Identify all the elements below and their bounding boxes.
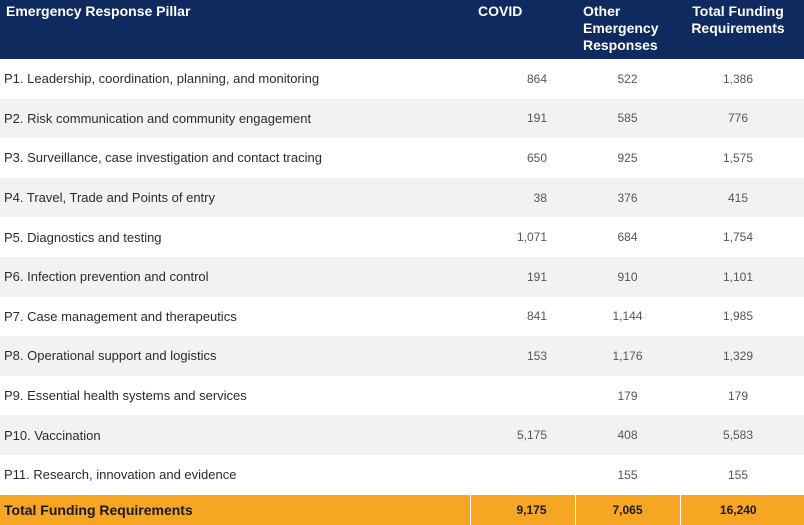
covid-cell: 153 [526,348,547,363]
table-row: P9. Essential health systems and service… [0,375,804,416]
table-row: P7. Case management and therapeutics 841 1… [0,296,804,337]
other-cell: 1,144 [612,309,643,324]
table-row: P1. Leadership, coordination, planning, … [0,59,804,99]
total-cell: 1,985 [722,309,754,324]
covid-cell: 841 [526,309,547,324]
covid-cell: 5,175 [516,428,547,443]
table-row: P11. Research, innovation and evidence 15… [0,454,804,495]
total-cell: 5,583 [722,428,754,443]
pillar-cell: P6. Infection prevention and control [4,269,209,285]
pillar-cell: P7. Case management and therapeutics [4,308,237,324]
pillar-cell: P1. Leadership, coordination, planning, … [4,71,320,87]
table-body: P1. Leadership, coordination, planning, … [0,59,804,495]
other-cell: 910 [617,269,638,284]
covid-cell: 38 [533,190,547,205]
covid-cell: 650 [526,150,547,165]
table-row: P2. Risk communication and community eng… [0,98,804,139]
other-cell: 1,176 [612,348,643,363]
total-cell: 415 [727,190,749,205]
header-total: Total Funding Requirements [691,3,785,36]
total-cell: 1,386 [722,71,754,86]
other-cell: 684 [617,230,638,245]
table-row: P6. Infection prevention and control 191 9… [0,256,804,297]
header-covid: COVID [478,3,523,19]
pillar-cell: P3. Surveillance, case investigation and… [4,150,322,166]
table-row: P10. Vaccination 5,175 408 5,583 [0,415,804,455]
covid-cell: 864 [526,71,547,86]
total-covid: 9,175 [469,494,575,525]
total-cell: 1,575 [722,150,754,165]
total-cell: 179 [727,388,749,403]
total-cell: 776 [727,111,749,126]
other-cell: 925 [617,150,638,165]
table-row: P3. Surveillance, case investigation and… [0,138,804,178]
total-total: 16,240 [679,494,804,525]
covid-cell: 191 [526,269,547,284]
total-cell: 1,101 [722,269,754,284]
other-cell: 155 [617,467,638,482]
other-cell: 408 [617,428,638,443]
table-row: P5. Diagnostics and testing 1,071 684 1,754 [0,217,804,257]
total-cell: 155 [727,467,749,482]
total-other: 7,065 [574,494,680,525]
covid-cell: 191 [526,111,547,126]
table-row: P8. Operational support and logistics 153… [0,336,804,376]
total-cell: 1,329 [722,348,754,363]
pillar-cell: P2. Risk communication and community eng… [4,110,312,126]
other-cell: 585 [617,111,638,126]
total-label: Total Funding Requirements [4,501,193,518]
pillar-cell: P8. Operational support and logistics [4,348,217,364]
table-row: P4. Travel, Trade and Points of entry 38 3… [0,177,804,218]
other-cell: 376 [617,190,638,205]
header-pillar: Emergency Response Pillar [6,3,191,19]
pillar-cell: P5. Diagnostics and testing [4,229,162,245]
pillar-cell: P9. Essential health systems and service… [4,388,247,404]
table-header-row: Emergency Response Pillar COVID Other Em… [0,0,804,59]
other-cell: 522 [617,71,638,86]
total-row: Total Funding Requirements 9,175 7,065 1… [0,494,804,525]
covid-cell [470,455,575,495]
pillar-cell: P10. Vaccination [4,427,101,443]
covid-cell [470,376,575,416]
covid-cell: 1,071 [516,230,547,245]
total-cell: 1,754 [722,230,754,245]
other-cell: 179 [617,388,638,403]
pillar-cell: P4. Travel, Trade and Points of entry [4,190,216,206]
pillar-cell: P11. Research, innovation and evidence [4,467,237,483]
header-other: Other Emergency Responses [583,3,659,53]
